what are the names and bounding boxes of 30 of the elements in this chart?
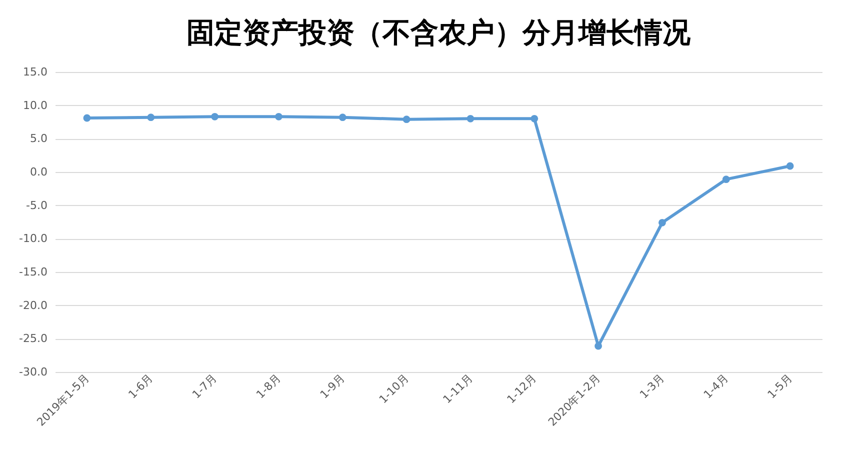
y-tick-label: 10.0: [23, 98, 48, 112]
point: [402, 116, 410, 124]
y-tick-label: -15.0: [19, 266, 48, 278]
y-tick-label: 5.0: [30, 132, 48, 146]
point: [147, 114, 155, 122]
point: [466, 114, 474, 122]
y-tick-label: -20.0: [19, 298, 48, 312]
y-tick-label: 0.0: [30, 166, 48, 178]
point: [530, 114, 538, 122]
x-tick-label: 1-7月: [190, 372, 220, 402]
x-tick-label: 1-4月: [701, 372, 731, 402]
point: [594, 342, 602, 350]
chart-title: 固定资产投资（不含农户）分月增长情况: [186, 16, 692, 49]
y-tick-label: 15.0: [23, 66, 48, 78]
point: [211, 112, 218, 120]
point: [722, 176, 730, 184]
point: [83, 114, 91, 122]
point: [786, 162, 794, 170]
x-tick-label: 1-9月: [318, 372, 348, 402]
x-tick-label: 1-5月: [765, 372, 795, 402]
x-tick-label: 1-8月: [254, 372, 284, 402]
point: [275, 112, 282, 120]
y-tick-label: -25.0: [19, 332, 48, 346]
y-tick-label: -30.0: [19, 366, 48, 378]
y-tick-label: -5.0: [26, 198, 48, 212]
x-tick-label: 1-6月: [126, 372, 156, 402]
point: [338, 114, 346, 122]
x-tick-label: 1-3月: [637, 372, 667, 402]
point: [658, 218, 666, 226]
y-tick-label: -10.0: [19, 232, 48, 246]
